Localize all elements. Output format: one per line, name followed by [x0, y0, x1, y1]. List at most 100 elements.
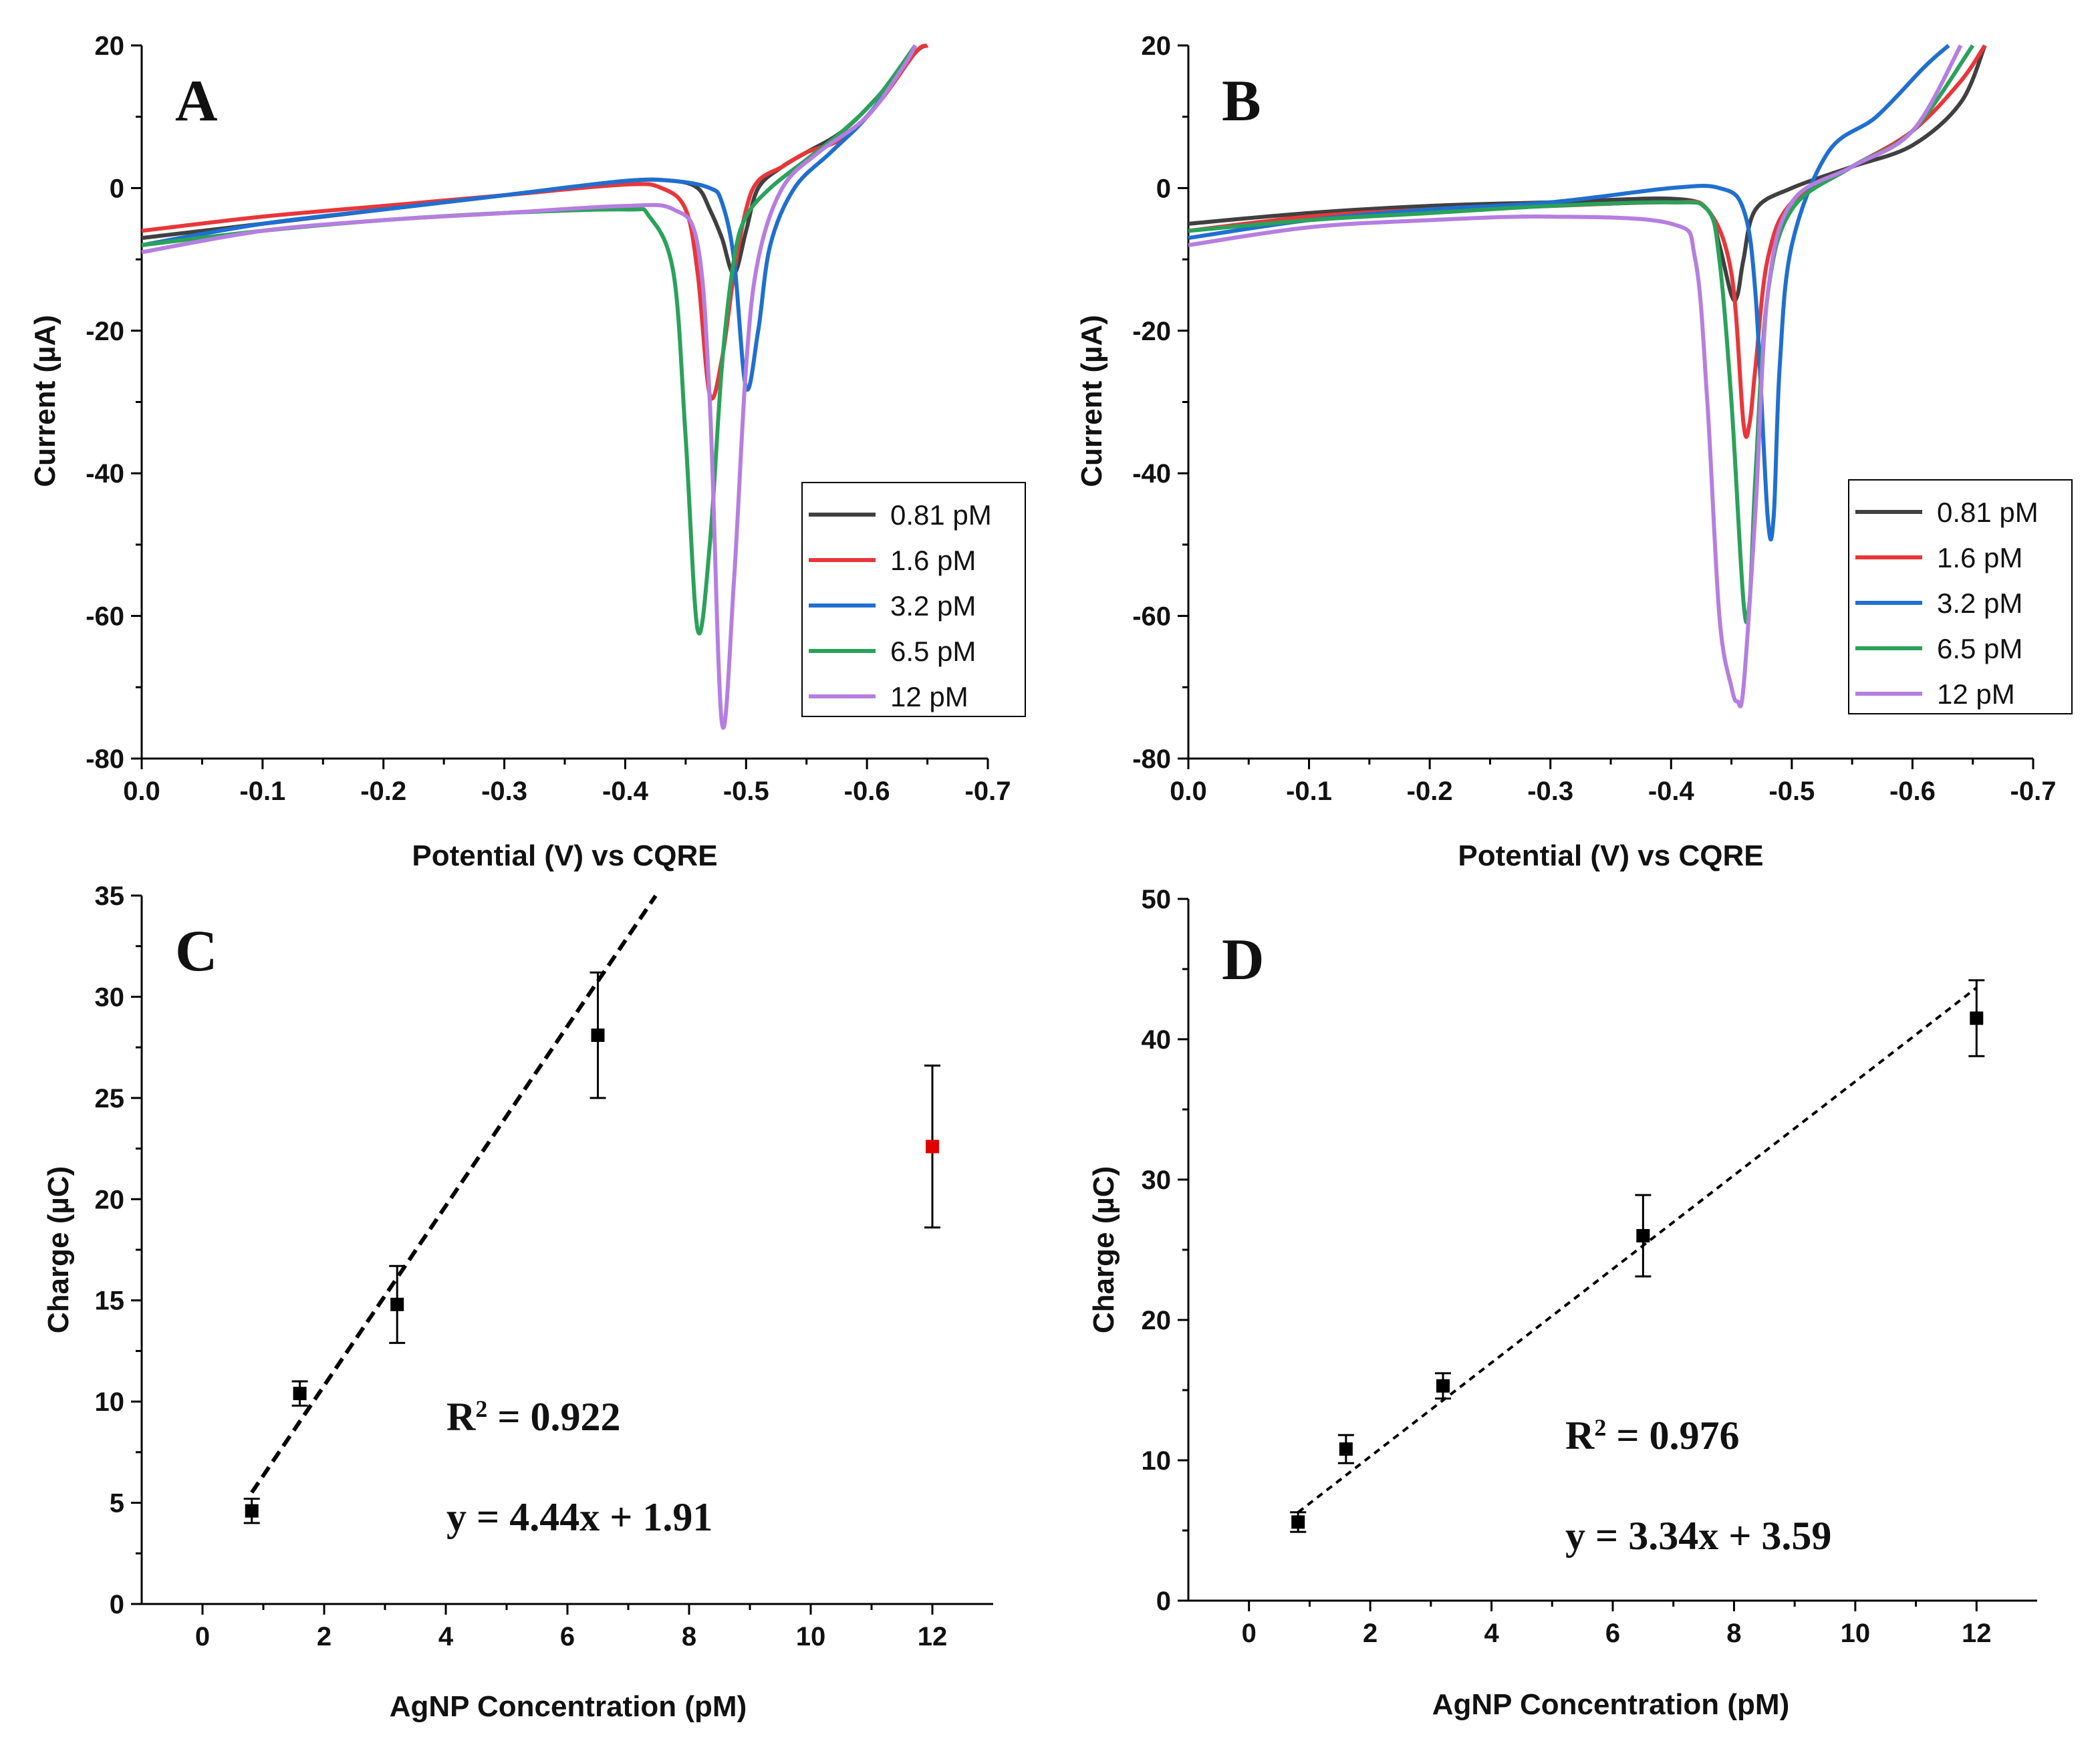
- x-tick-label: 8: [1726, 1619, 1741, 1648]
- x-tick-label: 10: [1841, 1619, 1871, 1648]
- series-lines: [141, 43, 929, 730]
- series-line-1: [141, 43, 929, 401]
- y-tick-label: -60: [1132, 602, 1171, 632]
- panel-b-voltammogram: 20 0 -20 -40 -60 -80 0.0 -0.1 -0.2 -0.3 -0.4 -0.5 -…: [1075, 31, 2073, 872]
- x-tick-label: 0: [195, 1622, 210, 1651]
- data-point: [589, 971, 606, 1099]
- legend-box: [1848, 479, 2073, 714]
- panel-label: B: [1222, 69, 1261, 134]
- data-point: [1337, 1434, 1354, 1464]
- panel-a-voltammogram: 20 0 -20 -40 -60 -80 0.0 -0.1 -0.2 -0.3 -0.4 -0.5 -…: [29, 31, 1026, 872]
- x-tick-label: -0.7: [965, 777, 1011, 806]
- point-marker: [1636, 1229, 1650, 1242]
- x-tick-label: -0.5: [723, 777, 769, 806]
- y-tick-label: -60: [86, 602, 124, 632]
- r-squared-annotation: R2 = 0.976: [1565, 1414, 1740, 1458]
- x-axis-title: Potential (V) vs CQRE: [1458, 839, 1763, 872]
- x-tick-label: 10: [796, 1622, 826, 1651]
- r-squared-value: 0.922: [531, 1395, 621, 1439]
- legend-box: [801, 482, 1026, 717]
- series-line-2: [1188, 43, 1950, 542]
- legend: 0.81 pM 1.6 pM 3.2 pM 6.5 pM 12 pM: [1848, 479, 2073, 714]
- legend-entry: 3.2 pM: [890, 590, 976, 622]
- series-line-3: [1188, 44, 1975, 625]
- tick-marks: [131, 894, 934, 1615]
- y-tick-label: 20: [95, 1185, 125, 1214]
- y-tick-label: 35: [95, 882, 125, 911]
- series-line-2: [141, 44, 918, 392]
- y-axis-title: Current (µA): [29, 315, 61, 487]
- data-point: [243, 1498, 260, 1524]
- point-marker: [1970, 1011, 1984, 1025]
- fit-line: [250, 894, 658, 1494]
- fit-equation: y = 3.34x + 3.59: [1565, 1514, 1831, 1558]
- data-point: [1968, 979, 1985, 1057]
- r-squared-annotation: R2 = 0.922: [446, 1395, 621, 1439]
- x-tick-label: 0: [1242, 1619, 1257, 1648]
- fit-line: [1297, 986, 1978, 1514]
- y-axis-title: Charge (µC): [42, 1166, 75, 1333]
- y-tick-labels: 20 0 -20 -40 -60 -80: [86, 31, 124, 774]
- y-tick-label: -80: [86, 745, 124, 774]
- x-tick-labels: 0.0 -0.1 -0.2 -0.3 -0.4 -0.5 -0.6 -0.7: [1170, 777, 2056, 806]
- x-tick-label: -0.7: [2010, 777, 2057, 806]
- y-tick-label: 10: [95, 1387, 125, 1417]
- x-tick-label: 2: [1363, 1619, 1377, 1648]
- x-tick-labels: 0 2 4 6 8 10 12: [195, 1622, 947, 1651]
- y-axis-title: Current (µA): [1075, 315, 1108, 487]
- y-tick-label: 5: [110, 1489, 124, 1518]
- point-marker: [1339, 1442, 1353, 1456]
- legend-entry: 1.6 pM: [890, 545, 976, 576]
- x-tick-label: -0.5: [1768, 777, 1815, 806]
- x-tick-label: 6: [560, 1622, 575, 1651]
- point-marker: [1436, 1379, 1450, 1393]
- data-points: [1290, 979, 1985, 1533]
- y-tick-label: 10: [1142, 1446, 1172, 1476]
- panel-label: A: [175, 69, 218, 134]
- point-marker: [591, 1028, 605, 1042]
- y-tick-label: 30: [1142, 1166, 1172, 1195]
- y-tick-labels: 35 30 25 20 15 10 5 0: [95, 882, 125, 1619]
- legend-entry: 6.5 pM: [1937, 633, 2022, 664]
- data-point: [1435, 1372, 1451, 1400]
- x-tick-label: -0.1: [1286, 777, 1332, 806]
- x-tick-label: 8: [682, 1622, 696, 1651]
- x-tick-label: 12: [1962, 1619, 1992, 1648]
- series-line-4: [141, 44, 918, 730]
- x-tick-label: -0.3: [481, 777, 527, 806]
- data-points: [243, 971, 940, 1524]
- legend-entry: 3.2 pM: [1937, 587, 2022, 619]
- x-tick-label: 12: [918, 1622, 948, 1651]
- y-tick-label: 20: [95, 31, 125, 61]
- data-point: [291, 1380, 308, 1407]
- data-point: [389, 1264, 406, 1344]
- y-tick-label: 40: [1142, 1025, 1172, 1055]
- data-point: [1290, 1511, 1307, 1533]
- tick-marks: [1178, 898, 1978, 1611]
- y-tick-label: 30: [95, 982, 125, 1012]
- legend-entry: 0.81 pM: [890, 499, 992, 531]
- y-tick-label: -20: [86, 317, 124, 346]
- x-axis-title: Potential (V) vs CQRE: [412, 839, 717, 872]
- series-line-0: [1188, 44, 1987, 303]
- point-marker: [1291, 1515, 1305, 1529]
- x-tick-label: -0.6: [844, 777, 890, 806]
- y-tick-label: 20: [1142, 1306, 1172, 1335]
- point-marker: [245, 1504, 259, 1518]
- x-tick-label: 6: [1605, 1619, 1620, 1648]
- data-point: [924, 1064, 940, 1229]
- series-line-1: [1188, 44, 1987, 439]
- y-tick-label: 0: [1156, 1587, 1171, 1616]
- x-tick-label: 4: [438, 1622, 454, 1651]
- series-line-4: [1188, 44, 1963, 708]
- x-axis-title: AgNP Concentration (pM): [390, 1690, 747, 1723]
- y-tick-label: -20: [1132, 317, 1171, 346]
- fit-line-group: [250, 894, 658, 1494]
- y-tick-label: 15: [95, 1287, 125, 1316]
- y-tick-label: 20: [1142, 31, 1172, 61]
- series-line-3: [141, 44, 917, 636]
- x-tick-label: -0.4: [1648, 777, 1695, 806]
- y-tick-label: -40: [86, 459, 124, 489]
- x-tick-label: 0.0: [123, 777, 160, 806]
